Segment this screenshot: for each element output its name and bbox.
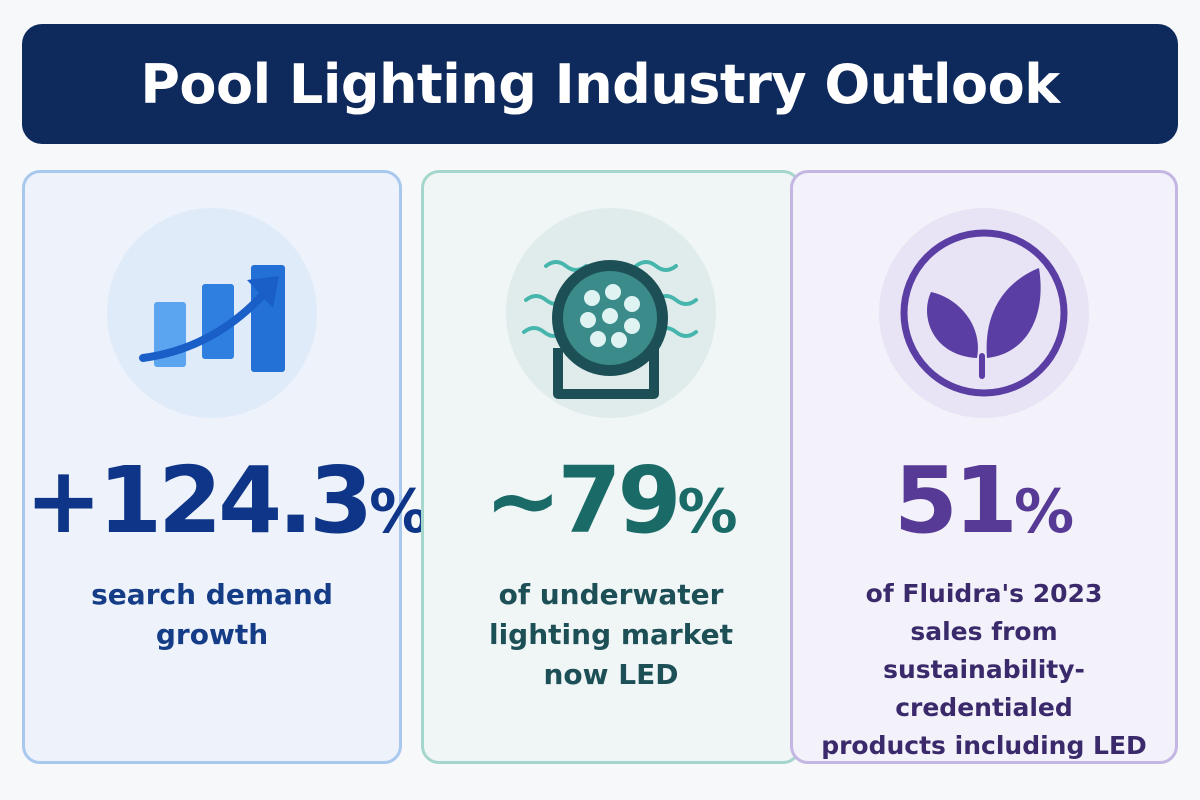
title-banner: Pool Lighting Industry Outlook (22, 24, 1178, 144)
description-line: sales from (910, 617, 1058, 646)
description-line: of underwater (498, 578, 724, 611)
description-line: products including LED (821, 731, 1147, 760)
description-line: sustainability-credentialed (883, 655, 1085, 722)
stat-value: 51% (793, 441, 1175, 572)
stat-description: of underwater lighting market now LED (434, 575, 788, 695)
stat-description: search demand growth (35, 575, 389, 655)
description-line: lighting market (488, 618, 733, 651)
description-line: search demand (91, 578, 333, 611)
stat-card-search-demand: +124.3% search demand growth (22, 170, 429, 764)
stat-value: ~79% (424, 441, 798, 572)
icon-badge (506, 208, 716, 418)
stat-unit: % (677, 477, 738, 547)
description-line: growth (155, 618, 269, 651)
pool-light-icon (522, 260, 698, 399)
stat-number: ~79 (484, 447, 681, 554)
stat-card-led-market: ~79% of underwater lighting market now L… (421, 170, 801, 764)
stat-number: +124.3 (25, 447, 373, 554)
leaf-icon (900, 229, 1068, 397)
stat-number: 51 (893, 447, 1018, 554)
description-line: of Fluidra's 2023 (865, 579, 1103, 608)
stat-description: of Fluidra's 2023 sales from sustainabil… (803, 575, 1165, 765)
stat-card-fluidra-sales: 51% of Fluidra's 2023 sales from sustain… (790, 170, 1178, 764)
stat-unit: % (1013, 477, 1075, 547)
icon-badge (107, 208, 317, 418)
icon-badge (879, 208, 1089, 418)
description-line: now LED (543, 658, 679, 691)
stat-unit: % (369, 477, 430, 547)
page-title: Pool Lighting Industry Outlook (140, 52, 1060, 116)
stat-value: +124.3% (25, 441, 429, 572)
bar-chart-growth-icon (139, 265, 285, 372)
